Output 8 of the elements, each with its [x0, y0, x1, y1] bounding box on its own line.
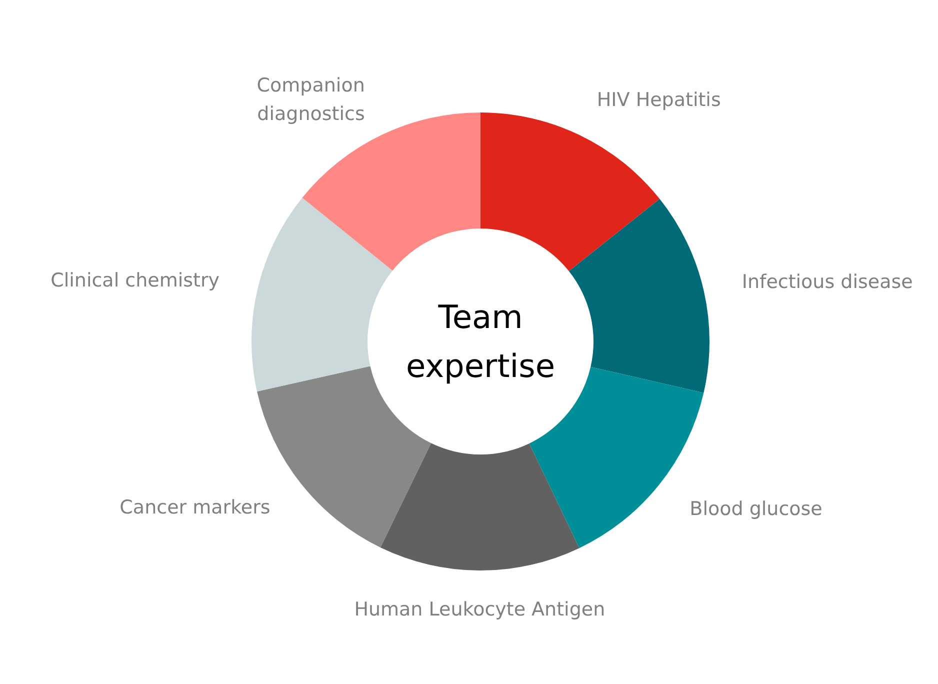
slice-label: HIV Hepatitis	[596, 89, 721, 112]
text: Team expertise	[406, 298, 556, 386]
slice-label: Cancer markers	[120, 496, 270, 519]
slice-label: Companion diagnostics	[256, 74, 365, 126]
slice-label: Human Leukocyte Antigen	[354, 598, 606, 620]
slice-label: Blood glucose	[690, 498, 822, 520]
slice-label: Infectious disease	[742, 271, 913, 294]
slice-label: Clinical chemistry	[50, 270, 220, 292]
